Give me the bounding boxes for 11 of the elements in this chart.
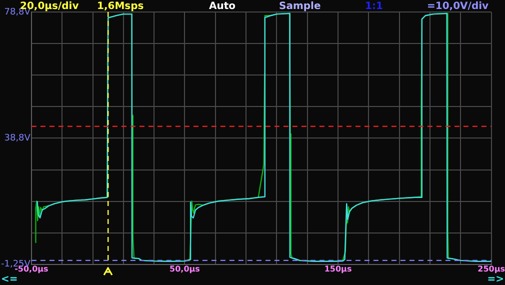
x-tick-label: 250µs — [478, 264, 505, 274]
annotation: Auto — [209, 1, 236, 12]
text: <= — [1, 274, 18, 285]
y-tick-label: 38,8V — [4, 134, 32, 144]
annotation: =10,0V/div — [427, 1, 489, 12]
annotation: 1:1 — [365, 1, 383, 12]
annotation: 1,6Msps — [97, 1, 144, 12]
x-tick-label: 50,0µs — [170, 264, 200, 274]
annotation: Sample — [279, 1, 321, 12]
text: => — [487, 274, 504, 285]
x-tick-label: 150µs — [324, 264, 352, 274]
